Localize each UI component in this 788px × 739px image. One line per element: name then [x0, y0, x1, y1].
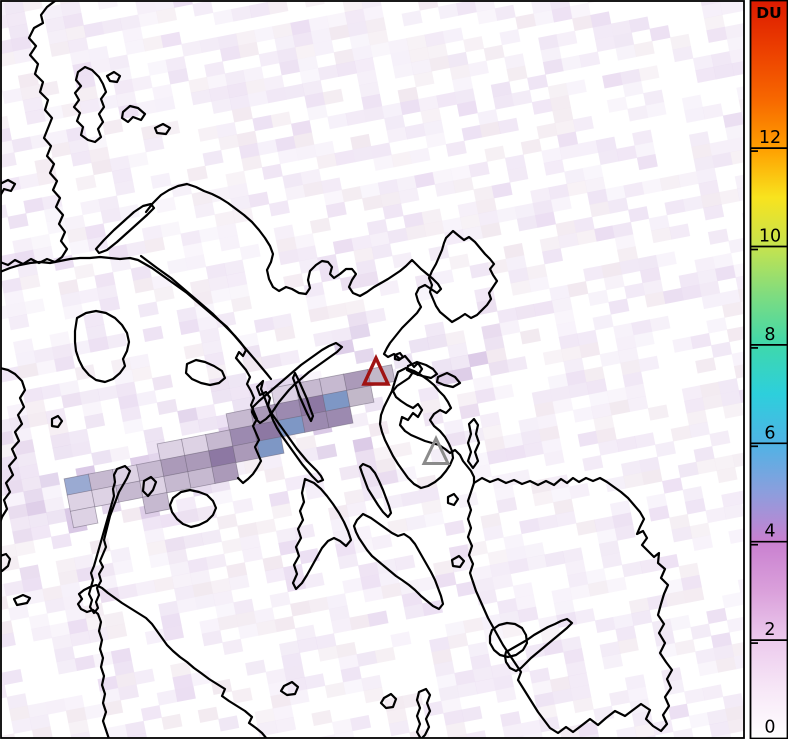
coastline-round-island-ne [427, 229, 499, 324]
coastline-round-island-sw [168, 488, 218, 529]
colorbar-gradient [750, 0, 788, 739]
coastline-islet-b2 [415, 687, 432, 738]
colorbar-tick-labels: 12 10 8 6 4 2 0 [759, 128, 781, 737]
coastline-nw-mainland-coast [1, 1, 69, 267]
coastline-canoe-island [94, 202, 156, 255]
colorbar-tick-label: 8 [764, 325, 775, 345]
so2-plume-cell [142, 492, 171, 515]
coastline-islet-b1 [379, 692, 398, 710]
coastline-claw-bay-peninsula [503, 617, 574, 673]
coastline-potato-island [73, 309, 131, 384]
colorbar: 12 10 8 6 4 2 0 DU [749, 0, 788, 739]
coastline-left-bay-coast [1, 367, 27, 524]
colorbar-tick-label: 10 [759, 227, 781, 247]
coastline-sw-landmass-coast [1, 255, 263, 485]
coastline-sliver-fork [291, 371, 315, 423]
colorbar-tick-label: 0 [764, 718, 775, 738]
coastline-sliver-island [255, 379, 325, 484]
coastline-wedge-island-1 [291, 477, 353, 591]
colorbar-tick-label: 12 [759, 128, 781, 148]
so2-plume-layer [63, 364, 396, 529]
so2-plume-cell [69, 506, 99, 529]
coastline-comma-islet [141, 475, 158, 498]
coastline-bean-islet-1 [446, 492, 460, 507]
coastline-islet-ne-2 [435, 371, 462, 389]
coastline-left-inlet-hook [1, 178, 17, 197]
coastline-bottom-landmass [76, 583, 268, 738]
coastline-small-oval-islet [12, 593, 32, 607]
volcano-triangle-gray [421, 435, 451, 465]
coastline-central-island-north [144, 182, 476, 485]
coastline-thin-islet-east [466, 417, 481, 470]
coastline-islet-dot-2 [50, 414, 64, 429]
coastline-wedge-island-2 [358, 462, 393, 519]
coastline-big-se-island [466, 476, 674, 735]
coastline-seahorse-island [72, 65, 108, 144]
coastline-small-islet-1 [153, 122, 172, 136]
coastline-edge-oval-islet [1, 552, 12, 573]
coastline-islet-ne-1 [405, 360, 439, 380]
colorbar-unit-label: DU [756, 4, 781, 22]
coastline-diagonal-island [352, 512, 445, 611]
coastline-islet-c [184, 358, 227, 387]
volcano-marker-layer [361, 353, 451, 465]
coastline-hook-islet [105, 70, 122, 84]
coastline-bean-islet-2 [450, 554, 466, 569]
coastline-long-thin-island [87, 464, 132, 615]
colorbar-ticks [750, 147, 788, 644]
coastline-islet-bl [279, 680, 300, 697]
coastline-lagoon-shape [488, 621, 529, 659]
coastline-layer [1, 1, 674, 738]
coastline-boomerang-islet [120, 104, 147, 124]
colorbar-tick-label: 2 [764, 620, 775, 640]
colorbar-tick-label: 6 [764, 423, 775, 443]
coastline-islet-dot-1 [393, 351, 405, 362]
colorbar-tick-label: 4 [764, 522, 775, 542]
map-frame [0, 0, 745, 739]
volcano-triangle-red [361, 353, 391, 386]
